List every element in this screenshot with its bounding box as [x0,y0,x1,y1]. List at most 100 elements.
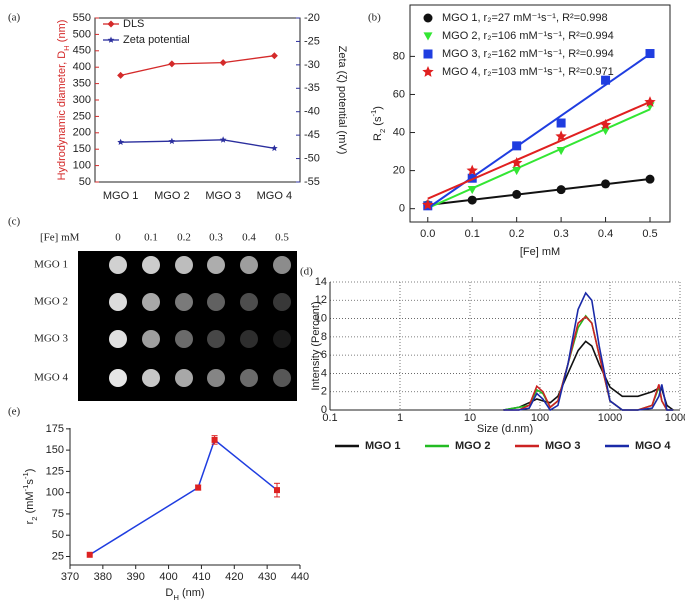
y-tick-label: 550 [73,12,91,24]
y2-tick-label: -55 [304,176,320,188]
x-tick-label: 430 [258,571,276,583]
text-part: ) [24,469,36,473]
y2-tick-label: -20 [304,12,320,24]
y-tick-label: 40 [393,126,405,138]
phantom-spot [207,330,225,348]
x-tick-label: 370 [61,571,79,583]
y-tick-label: 60 [393,88,405,100]
row-label: MGO 4 [34,372,68,384]
column-header: 0.2 [177,232,191,244]
text-part: (nm) [56,20,68,46]
column-header: 0 [115,232,121,244]
legend-label: MGO 4, r₂=103 mM⁻¹s⁻¹, R²=0.971 [442,66,614,78]
phantom-spot [207,293,225,311]
phantom-spot [240,369,258,387]
marker [270,52,278,60]
y-tick-label: 100 [46,487,64,499]
marker [512,167,522,176]
series-line [503,291,674,412]
legend-label: MGO 2, r₂=106 mM⁻¹s⁻¹, R²=0.994 [442,30,614,42]
text-part: r [24,520,36,524]
marker [467,195,477,205]
x-tick-label: 0.1 [465,228,480,240]
phantom-spot [240,293,258,311]
y-tick-label: 50 [79,176,91,188]
marker [644,96,656,107]
marker [423,49,433,59]
x-tick-label: 390 [127,571,145,583]
y-axis-label: Hydrodynamic diameter, DH (nm) [56,20,71,181]
marker [645,49,655,59]
marker [467,173,477,183]
marker [423,13,433,23]
text-part: -1 [369,110,378,117]
legend-label: MGO 2 [455,440,490,452]
phantom-spot [273,256,291,274]
y-tick-label: 125 [46,465,64,477]
row-label: MGO 1 [34,259,68,271]
y-tick-label: 400 [73,61,91,73]
text-part: Hydrodynamic diameter, D [56,51,68,181]
marker [423,32,433,41]
y-tick-label: 250 [73,110,91,122]
y2-axis-label: Zeta (ζ) potential (mV) [336,46,348,155]
y-axis-label: Intensity (Percent) [310,301,322,390]
fit-line [427,100,651,200]
legend-label: MGO 3 [545,440,580,452]
marker [219,136,227,143]
marker [645,174,655,184]
phantom-spot [240,256,258,274]
marker [601,179,611,189]
legend-label: MGO 4 [635,440,671,452]
x-tick-label: 0.3 [553,228,568,240]
y-tick-label: 25 [52,550,64,562]
series-line [120,139,275,149]
x-axis-label: Size (d.nm) [477,423,533,435]
y-tick-label: 350 [73,78,91,90]
x-tick-label: 10000 [665,412,685,424]
x-tick-label: 0.2 [509,228,524,240]
y-tick-label: 75 [52,508,64,520]
text-part: H [62,45,71,51]
y-tick-label: 2 [321,386,327,398]
x-tick-label: 420 [225,571,243,583]
marker [601,127,611,136]
marker [422,198,434,210]
phantom-spot [142,256,160,274]
x-tick-label: MGO 3 [205,190,240,202]
y-tick-label: 0 [399,203,405,215]
panel-label: (d) [300,266,313,278]
panel-label: (e) [8,406,21,418]
x-axis-label: [Fe] mM [520,246,560,258]
phantom-spot [175,330,193,348]
phantom-spot [273,293,291,311]
phantom-spot [142,369,160,387]
phantom-spot [207,369,225,387]
row-label: MGO 3 [34,333,68,345]
y-tick-label: 80 [393,50,405,62]
marker [601,75,611,85]
phantom-spot [109,256,127,274]
x-tick-label: 0.1 [322,412,337,424]
text-part: 2 [378,129,387,133]
text-part: (s [372,116,384,129]
y-tick-label: 200 [73,127,91,139]
legend-label: DLS [123,18,144,30]
column-header: 0.5 [275,232,289,244]
phantom-spot [175,293,193,311]
panel-label: (a) [8,12,21,24]
y-tick-label: 150 [73,143,91,155]
y-tick-label: 100 [73,160,91,172]
text-part: s [24,479,36,485]
y-tick-label: 14 [315,276,327,288]
text-part: 2 [30,516,39,520]
marker [466,164,478,176]
y-tick-label: 450 [73,45,91,57]
phantom-spot [175,256,193,274]
marker [512,141,522,151]
x-tick-label: 1000 [598,412,622,424]
marker [422,66,434,77]
marker [117,138,124,145]
text-part: R [372,133,384,141]
